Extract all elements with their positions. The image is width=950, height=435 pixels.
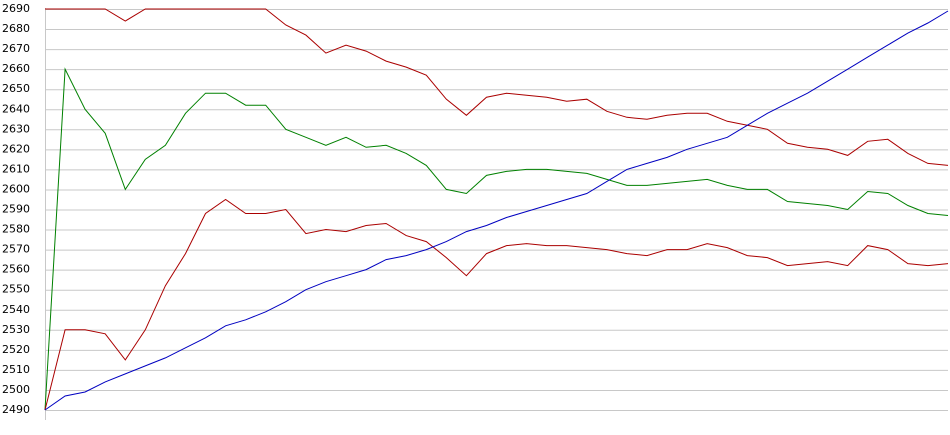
y-tick-label: 2590 xyxy=(2,203,30,216)
y-tick-label: 2500 xyxy=(2,383,30,396)
y-tick-label: 2570 xyxy=(2,243,30,256)
series-line xyxy=(44,10,949,411)
series-line xyxy=(45,8,949,166)
y-tick-label: 2530 xyxy=(2,323,30,336)
y-tick-label: 2540 xyxy=(2,303,30,316)
y-tick-label: 2610 xyxy=(2,162,30,175)
y-tick-label: 2550 xyxy=(2,283,30,296)
y-tick-label: 2580 xyxy=(2,223,30,236)
y-tick-label: 2560 xyxy=(2,263,30,276)
y-tick-label: 2600 xyxy=(2,182,30,195)
y-tick-label: 2520 xyxy=(2,343,30,356)
y-tick-label: 2640 xyxy=(2,102,30,115)
y-tick-label: 2680 xyxy=(2,22,30,35)
y-tick-label: 2650 xyxy=(2,82,30,95)
series-line xyxy=(44,67,949,411)
y-tick-label: 2690 xyxy=(2,2,30,15)
y-tick-label: 2490 xyxy=(2,403,30,416)
y-tick-label: 2660 xyxy=(2,62,30,75)
series-line xyxy=(44,198,949,411)
y-tick-label: 2620 xyxy=(2,142,30,155)
y-tick-label: 2670 xyxy=(2,42,30,55)
y-tick-label: 2630 xyxy=(2,122,30,135)
y-tick-label: 2510 xyxy=(2,363,30,376)
